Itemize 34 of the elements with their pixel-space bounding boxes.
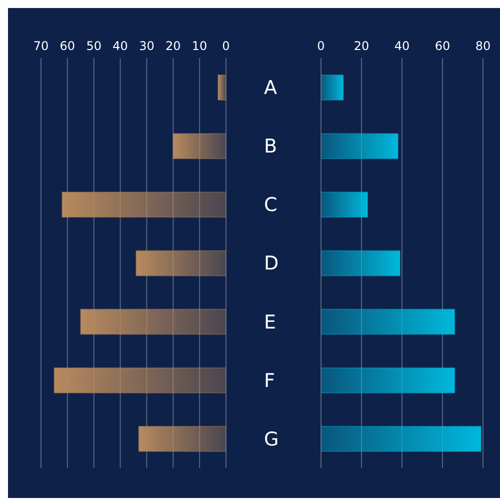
x-tick-label: 60: [60, 39, 76, 53]
y-tick-label: B: [264, 136, 278, 158]
bar: [321, 426, 482, 452]
y-tick-label: C: [264, 194, 278, 216]
bar: [321, 250, 400, 276]
bar: [138, 426, 226, 452]
x-tick-label: 70: [33, 39, 49, 53]
bar: [321, 74, 344, 100]
x-tick-label: 20: [166, 39, 181, 53]
bar: [321, 192, 368, 218]
x-tick-label: 40: [112, 39, 128, 53]
x-tick-label: 30: [139, 39, 154, 53]
x-tick-label: 40: [394, 39, 410, 53]
x-tick-label: 80: [475, 39, 491, 53]
y-tick-label: A: [264, 77, 277, 100]
y-tick-label: E: [264, 311, 276, 334]
x-tick-label: 0: [222, 39, 230, 53]
x-tick-label: 0: [317, 39, 325, 53]
bar: [62, 192, 226, 218]
x-tick-label: 60: [434, 39, 450, 53]
x-tick-label: 10: [192, 39, 208, 53]
bar: [321, 133, 398, 160]
bar: [321, 308, 456, 335]
x-tick-label: 50: [86, 39, 102, 53]
y-tick-label: F: [264, 370, 275, 392]
bar: [321, 367, 456, 394]
x-tick-label: 20: [354, 39, 370, 53]
bar: [218, 74, 226, 100]
bar: [136, 250, 226, 276]
bar: [80, 308, 226, 335]
y-tick-label: D: [264, 252, 279, 275]
bar: [172, 133, 226, 160]
bar: [54, 367, 226, 394]
y-tick-label: G: [264, 428, 279, 450]
